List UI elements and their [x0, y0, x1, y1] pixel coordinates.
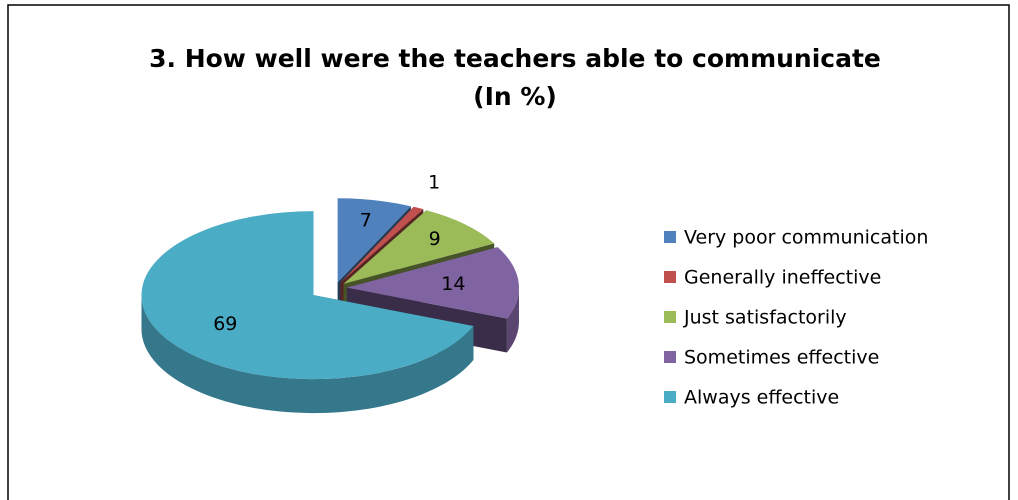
legend-swatch [664, 351, 676, 363]
chart-title: 3. How well were the teachers able to co… [149, 44, 881, 111]
slice-side [506, 287, 519, 353]
legend: Very poor communication Generally ineffec… [664, 227, 928, 409]
legend-label: Always effective [684, 387, 839, 409]
pie-slice [343, 210, 495, 284]
pie-tops [141, 198, 519, 380]
pie-slice [346, 247, 519, 319]
legend-label: Generally ineffective [684, 267, 881, 289]
data-label: 14 [441, 273, 465, 295]
legend-label: Very poor communication [684, 227, 928, 249]
legend-swatch [664, 231, 676, 243]
data-label: 9 [429, 228, 441, 250]
data-label: 7 [360, 209, 372, 231]
pie-slice [337, 198, 411, 283]
data-label: 1 [428, 171, 440, 193]
legend-label: Just satisfactorily [683, 307, 847, 329]
legend-swatch [664, 391, 676, 403]
legend-label: Sometimes effective [684, 347, 879, 369]
slice-side [141, 295, 474, 414]
data-label: 69 [213, 313, 237, 335]
pie-slice [141, 211, 474, 380]
chart-border [7, 4, 1010, 500]
legend-swatch [664, 271, 676, 283]
pie-labels: 7 1 9 14 69 [213, 171, 465, 334]
pie-slice [340, 206, 424, 283]
legend-swatch [664, 311, 676, 323]
